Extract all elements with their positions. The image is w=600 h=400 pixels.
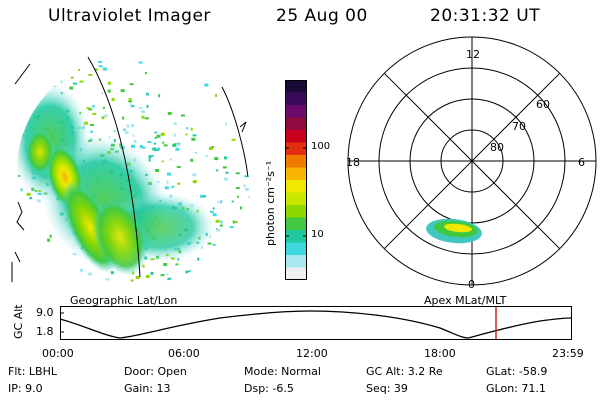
geographic-title: Geographic Lat/Lon: [70, 294, 178, 307]
orbit-track-plot: [60, 306, 572, 340]
info-gc-alt: GC Alt: 3.2 Re: [366, 365, 443, 378]
track-x-tick-1200: 12:00: [296, 347, 328, 360]
instrument-title: Ultraviolet Imager: [48, 6, 211, 26]
info-dsp: Dsp: -6.5: [244, 382, 294, 395]
track-y-axis-label: GC Alt: [12, 304, 25, 339]
mlt-label-6: 6: [578, 156, 585, 169]
colorbar-cell: [285, 167, 307, 181]
track-x-tick-1800: 18:00: [424, 347, 456, 360]
colorbar-cell: [285, 92, 307, 106]
track-x-tick-0000: 00:00: [42, 347, 74, 360]
date-label: 25 Aug 00: [276, 6, 368, 26]
colorbar-cell: [285, 255, 307, 268]
colorbar-cell: [285, 205, 307, 218]
info-seq: Seq: 39: [366, 382, 408, 395]
colorbar-cell: [285, 155, 307, 168]
mlt-label-0: 0: [468, 278, 475, 291]
colorbar-cell: [285, 180, 307, 193]
colorbar-cell: [285, 217, 307, 231]
colorbar-cell: [285, 80, 307, 93]
info-glon: GLon: 71.1: [486, 382, 546, 395]
colorbar-cell: [285, 230, 307, 243]
info-mode: Mode: Normal: [244, 365, 321, 378]
mlat-label-80: 80: [490, 141, 504, 154]
track-x-tick-2359: 23:59: [552, 347, 584, 360]
info-glat: GLat: -58.9: [486, 365, 548, 378]
apex-title: Apex MLat/MLT: [424, 294, 507, 307]
track-y-tick-1-8: 1.8: [36, 325, 54, 338]
mlt-label-12: 12: [466, 48, 480, 61]
colorbar-cell: [285, 117, 307, 131]
info-gain: Gain: 13: [124, 382, 171, 395]
colorbar: [285, 80, 307, 280]
colorbar-tick-100: 100: [311, 141, 331, 152]
colorbar-cell: [285, 192, 307, 206]
polar-aurora: [426, 218, 482, 244]
mlat-label-60: 60: [536, 98, 550, 111]
colorbar-cell: [285, 242, 307, 256]
info-ip: IP: 9.0: [8, 382, 43, 395]
colorbar-cell: [285, 267, 307, 280]
geographic-image: [11, 55, 253, 282]
track-y-tick-9: 9.0: [36, 306, 54, 319]
polar-grid: [347, 36, 597, 286]
mlat-label-70: 70: [512, 120, 526, 133]
colorbar-unit-label: photon cm⁻²s⁻¹: [264, 160, 277, 246]
time-label: 20:31:32 UT: [430, 6, 541, 26]
info-door: Door: Open: [124, 365, 187, 378]
colorbar-cell: [285, 142, 307, 156]
colorbar-cell: [285, 105, 307, 118]
colorbar-tick-10: 10: [311, 229, 324, 240]
info-flt: Flt: LBHL: [8, 365, 57, 378]
track-x-tick-0600: 06:00: [168, 347, 200, 360]
colorbar-cell: [285, 130, 307, 143]
mlt-label-18: 18: [346, 156, 360, 169]
